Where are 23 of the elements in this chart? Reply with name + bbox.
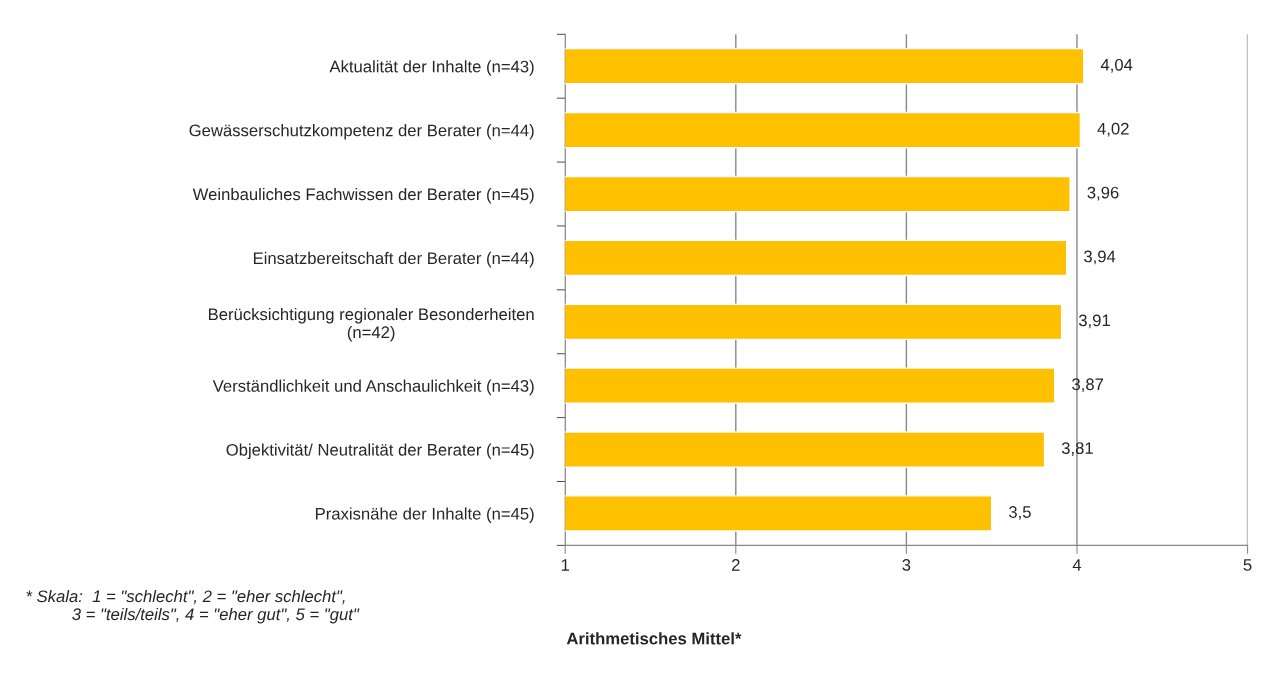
y-tick-label: Einsatzbereitschaft der Berater (n=44) xyxy=(253,251,534,268)
y-tick-label: Praxisnähe der Inhalte (n=45) xyxy=(315,507,534,523)
y-tick-label: Weinbauliches Fachwissen der Berater (n=45) xyxy=(192,187,534,204)
y-tick-label: Berücksichtigung regionaler Besonderheiten (n=42) xyxy=(208,307,534,342)
data-label: 4,02 xyxy=(1097,122,1129,137)
x-tick-label: 1 xyxy=(561,559,570,571)
data-label: 3,81 xyxy=(1061,442,1093,456)
y-tick-label: Verständlichkeit und Anschaulichkeit (n=43) xyxy=(212,379,534,396)
x-tick-label: 2 xyxy=(732,559,740,571)
data-label: 3,96 xyxy=(1087,186,1119,201)
text: * Skala: 1 = "schlecht", 2 = "eher schlecht", 3 = "teils/teils", 4 = "eher gut", 5 = "gut" xyxy=(26,589,360,624)
data-label: 3,91 xyxy=(1078,314,1110,329)
data-label: 4,04 xyxy=(1100,58,1133,73)
data-label: 3,5 xyxy=(1008,506,1031,520)
y-tick-label: Objektivität/ Neutralität der Berater (n=45) xyxy=(226,443,534,460)
data-label: 3,87 xyxy=(1072,378,1104,393)
x-tick-label: 4 xyxy=(1072,559,1082,571)
x-tick-label: 3 xyxy=(902,559,911,571)
x-tick-label: 5 xyxy=(1243,559,1252,571)
y-tick-label: Aktualität der Inhalte (n=43) xyxy=(329,60,534,76)
x-axis-title: Arithmetisches Mittel* xyxy=(566,632,742,645)
y-tick-label: Gewässerschutzkompetenz der Berater (n=44) xyxy=(189,124,534,140)
data-label: 3,94 xyxy=(1084,250,1116,265)
